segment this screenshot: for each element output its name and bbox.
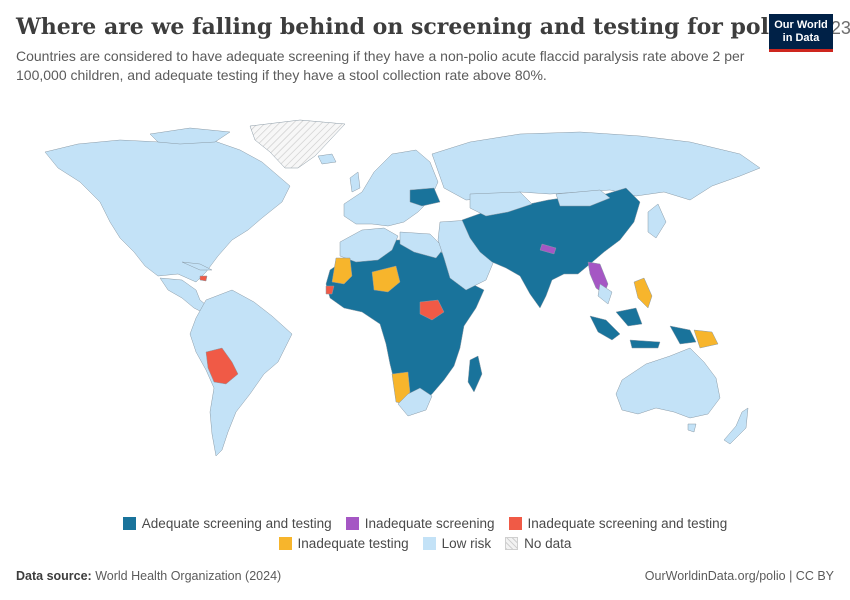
map-legend: Adequate screening and testing Inadequat… [0,513,850,553]
swatch-inadequate-testing [278,536,292,550]
legend-row-2: Inadequate testing Low risk No data [0,533,850,553]
chart-title: Where are we falling behind on screening… [16,12,850,43]
ukraine[interactable] [409,187,441,207]
australia[interactable] [615,347,721,419]
niger[interactable] [371,265,401,293]
logo-line-2: in Data [782,32,820,44]
indonesia[interactable] [589,307,697,349]
legend-no-data[interactable]: No data [505,536,571,551]
logo-line-1: Our World [774,19,828,31]
legend-inadequate-testing[interactable]: Inadequate testing [278,535,409,551]
data-source: Data source: World Health Organization (… [16,569,281,583]
russia[interactable] [431,131,761,201]
greenland[interactable] [249,119,346,169]
legend-label: Adequate screening and testing [141,515,332,531]
south-sudan[interactable] [419,299,445,321]
swatch-inadequate-screening [345,516,359,530]
chart-footer: Data source: World Health Organization (… [16,569,834,583]
japan[interactable] [647,203,667,239]
philippines[interactable] [633,277,653,309]
iceland[interactable] [317,153,337,165]
chart-header: Where are we falling behind on screening… [16,12,850,85]
legend-adequate[interactable]: Adequate screening and testing [122,515,332,531]
tasmania[interactable] [687,423,697,433]
madagascar[interactable] [467,355,483,393]
mauritania[interactable] [331,257,353,285]
legend-low-risk[interactable]: Low risk [422,535,492,551]
owid-logo[interactable]: Our World in Data [769,14,833,52]
kazakhstan[interactable] [469,191,533,217]
chart-subtitle: Countries are considered to have adequat… [16,48,745,83]
north-america[interactable] [44,135,291,283]
source-label: Data source: [16,569,92,583]
world-map [44,119,761,457]
south-africa[interactable] [397,387,433,417]
uk[interactable] [349,171,361,193]
thailand-vietnam[interactable] [597,283,613,305]
legend-label: Inadequate screening [364,515,495,531]
cuba[interactable] [181,261,213,271]
license-link[interactable]: OurWorldinData.org/polio | CC BY [644,569,834,583]
west-africa-red[interactable] [325,285,335,295]
title-text: Where are we falling behind on screening… [16,14,805,40]
legend-label: No data [524,535,572,551]
swatch-no-data [505,536,519,550]
nepal[interactable] [539,243,557,255]
south-america[interactable] [189,289,293,457]
swatch-adequate [122,516,136,530]
legend-label: Low risk [441,535,492,551]
legend-label: Inadequate screening and testing [527,515,728,531]
swatch-low-risk [422,536,436,550]
swatch-inadequate-both [508,516,522,530]
haiti[interactable] [199,275,208,282]
bolivia[interactable] [205,347,239,385]
mongolia[interactable] [555,189,611,207]
papua-new-guinea[interactable] [693,329,719,349]
arctic-islands[interactable] [149,127,231,145]
legend-inadequate-screening[interactable]: Inadequate screening [345,515,495,531]
legend-row-1: Adequate screening and testing Inadequat… [0,513,850,533]
legend-inadequate-both[interactable]: Inadequate screening and testing [508,515,728,531]
egypt-libya[interactable] [399,231,445,259]
source-text[interactable]: World Health Organization (2024) [95,569,282,583]
new-zealand[interactable] [723,407,749,445]
legend-label: Inadequate testing [297,535,409,551]
